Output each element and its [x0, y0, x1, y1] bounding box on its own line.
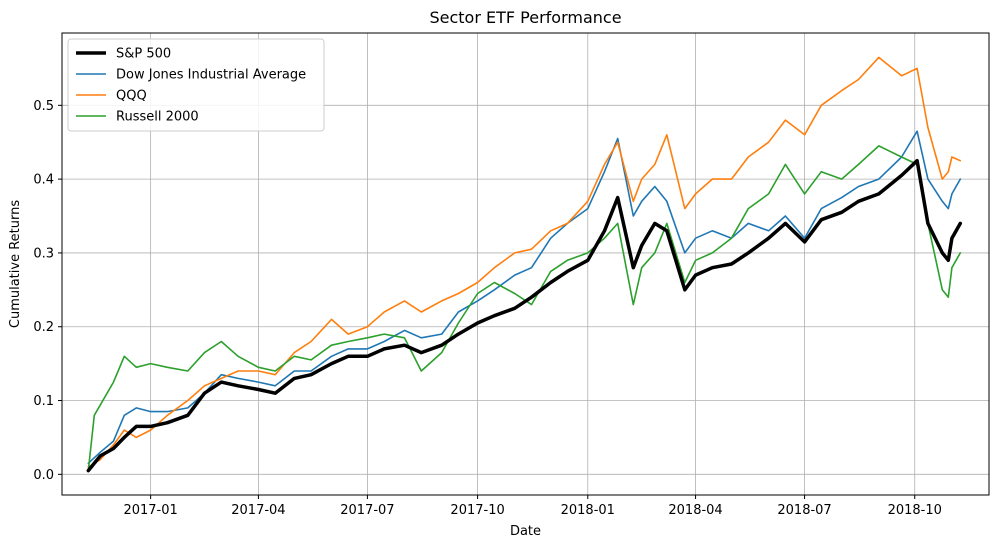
x-axis-label: Date: [510, 524, 541, 539]
series-lines: [86, 56, 963, 473]
x-tick-label: 2017-07: [340, 503, 394, 518]
series-line-dow-jones-industrial-average: [87, 130, 962, 465]
legend-label: S&P 500: [116, 47, 171, 62]
series-line-qqq: [87, 56, 962, 468]
legend: S&P 500 Dow Jones Industrial Average QQQ Ru…: [67, 38, 325, 132]
series-line-s-p-500: [86, 158, 963, 473]
legend-label: Russell 2000: [116, 110, 199, 125]
y-tick-label: 0.2: [33, 320, 54, 335]
chart-title: Sector ETF Performance: [429, 8, 621, 27]
y-tick-label: 0.5: [33, 99, 54, 114]
y-tick-label: 0.3: [33, 246, 54, 261]
y-tick-label: 0.0: [33, 468, 54, 483]
plot-frame: [61, 32, 990, 496]
x-tick-label: 2017-04: [231, 503, 285, 518]
y-axis-label: Cumulative Returns: [8, 200, 23, 328]
x-tick-label: 2017-01: [123, 503, 177, 518]
y-tick-label: 0.4: [33, 173, 54, 188]
x-axis-ticks: 2017-01 2017-04 2017-07 2017-10 2018-01 2018-…: [123, 495, 942, 518]
x-tick-label: 2018-07: [777, 503, 831, 518]
x-tick-label: 2018-10: [888, 503, 942, 518]
legend-label: QQQ: [116, 89, 147, 104]
legend-label: Dow Jones Industrial Average: [116, 68, 306, 83]
x-tick-label: 2018-04: [668, 503, 722, 518]
series-line-russell-2000: [87, 145, 962, 472]
legend-box: [67, 38, 325, 132]
grid: [62, 33, 989, 495]
x-tick-label: 2017-10: [450, 503, 504, 518]
y-tick-label: 0.1: [33, 394, 54, 409]
x-tick-label: 2018-01: [561, 503, 615, 518]
y-axis-ticks: 0.0 0.1 0.2 0.3 0.4 0.5: [33, 99, 62, 483]
